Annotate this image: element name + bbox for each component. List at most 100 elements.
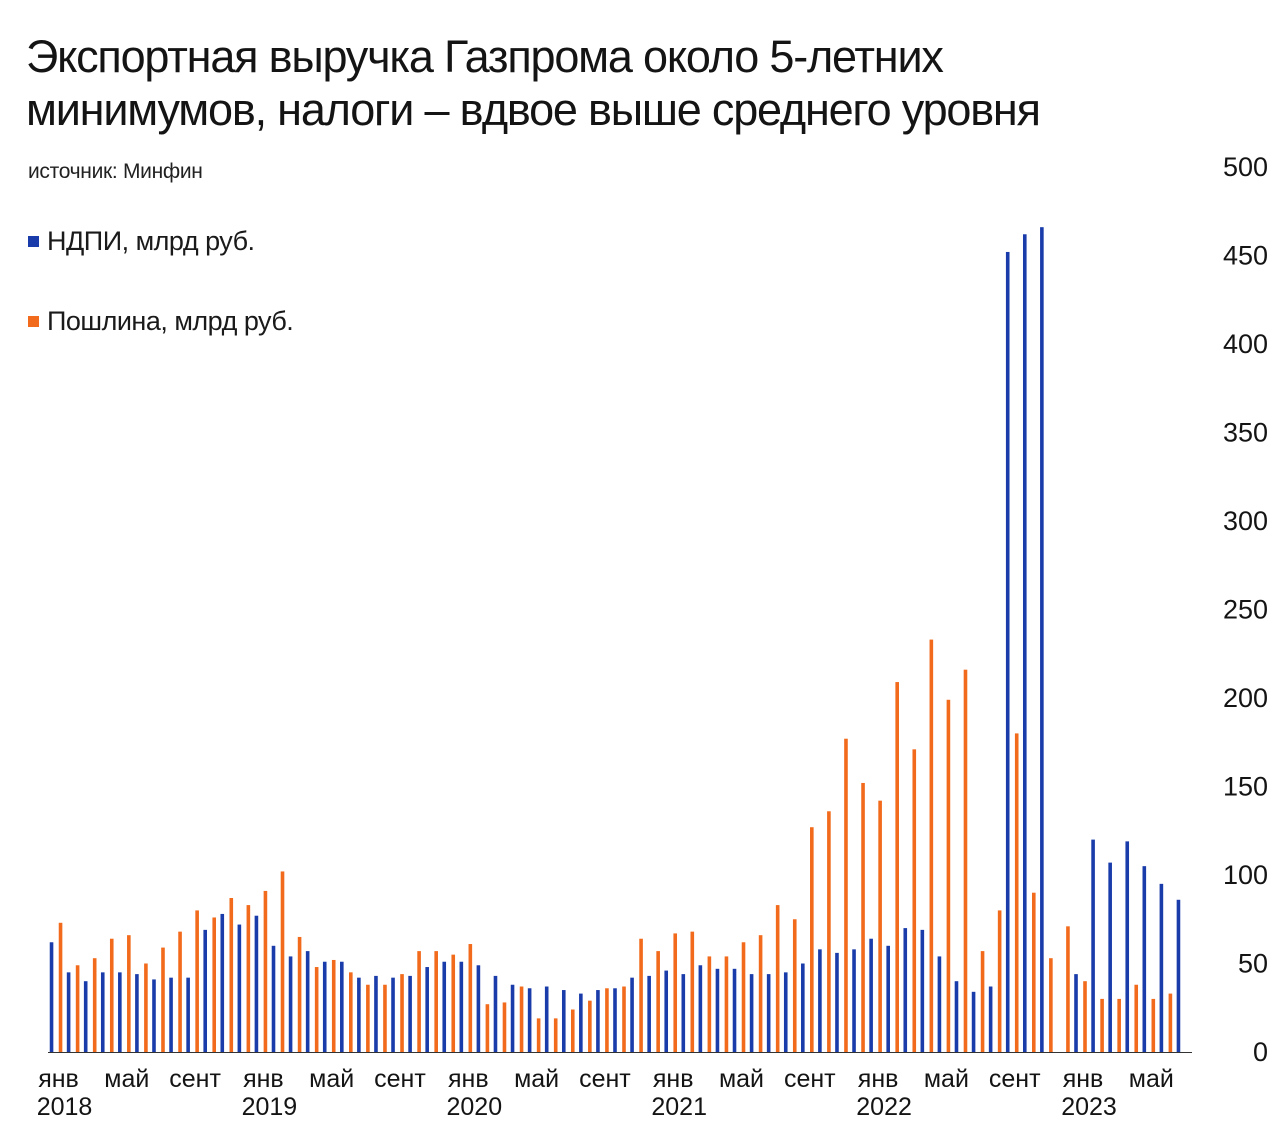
x-tick-label-year: 2022 (856, 1093, 912, 1121)
bar-duty (1168, 993, 1173, 1052)
bar-duty (1117, 998, 1121, 1052)
bar-ndpi (527, 988, 532, 1052)
bar-duty (690, 931, 695, 1052)
bar-ndpi (271, 945, 276, 1052)
bar-duty (639, 938, 643, 1052)
source-note: источник: Минфин (28, 160, 203, 183)
bar-ndpi (766, 974, 771, 1052)
bar-ndpi (1091, 839, 1095, 1052)
x-tick-label-month: янв (653, 1065, 694, 1093)
bar-duty (92, 958, 97, 1052)
bar-duty (861, 782, 865, 1052)
x-tick-label-year: 2021 (651, 1093, 707, 1121)
x-tick-label-month: сент (989, 1065, 1041, 1093)
bar-ndpi (903, 928, 908, 1052)
bar-duty (1151, 998, 1156, 1052)
bar-duty (144, 963, 148, 1052)
bar-duty (997, 910, 1002, 1052)
bar-ndpi (732, 968, 737, 1052)
bar-duty (656, 951, 660, 1052)
bar-duty (178, 931, 182, 1052)
x-tick-label-month: сент (579, 1065, 631, 1093)
x-tick-label-month: май (719, 1065, 764, 1093)
chart-title-line-1: Экспортная выручка Газпрома около 5-летн… (26, 31, 944, 82)
bar-duty (1134, 984, 1139, 1052)
bar-ndpi (459, 961, 464, 1052)
bar-ndpi (1022, 234, 1027, 1052)
bar-ndpi (988, 986, 993, 1052)
x-tick-label-month: янв (38, 1065, 79, 1093)
bar-ndpi (801, 963, 805, 1052)
bar-ndpi (186, 977, 190, 1052)
bar-duty (485, 1004, 490, 1052)
bar-ndpi (152, 979, 156, 1052)
bar-ndpi (1176, 899, 1181, 1052)
x-tick-label-month: май (924, 1065, 969, 1093)
bar-duty (673, 933, 678, 1052)
bar-duty (605, 988, 609, 1052)
bar-ndpi (288, 956, 293, 1052)
bar-ndpi (561, 990, 566, 1052)
bar-ndpi (835, 952, 839, 1052)
y-tick-label: 450 (1223, 241, 1268, 271)
bar-ndpi (357, 977, 361, 1052)
bar-ndpi (237, 924, 242, 1052)
bar-ndpi (869, 938, 873, 1052)
bar-ndpi (493, 975, 498, 1052)
x-tick-label-year: 2023 (1061, 1093, 1117, 1121)
bar-ndpi (937, 956, 942, 1052)
bar-ndpi (630, 977, 634, 1052)
y-tick-label: 200 (1223, 683, 1268, 713)
x-tick-label-month: янв (448, 1065, 489, 1093)
y-tick-label: 150 (1223, 772, 1268, 802)
x-tick-label-month: янв (243, 1065, 284, 1093)
chart-title: Экспортная выручка Газпрома около 5-летн… (26, 30, 1256, 136)
bar-ndpi (305, 951, 310, 1052)
bar-duty (536, 1018, 541, 1052)
x-tick-label-month: май (1129, 1065, 1174, 1093)
bar-ndpi (442, 961, 447, 1052)
bar-duty (1049, 958, 1053, 1052)
bar-duty (229, 898, 234, 1052)
bar-duty (212, 917, 217, 1052)
bar-ndpi (1125, 841, 1130, 1052)
bar-ndpi (340, 961, 344, 1052)
x-tick-label-year: 2019 (242, 1093, 298, 1121)
legend-swatch-duty (28, 316, 39, 327)
bar-ndpi (1040, 227, 1044, 1052)
bar-duty (963, 669, 968, 1052)
bar-ndpi (374, 975, 378, 1052)
bar-ndpi (220, 913, 225, 1052)
bar-ndpi (1074, 974, 1078, 1052)
bar-duty (314, 967, 319, 1052)
bar-duty (468, 944, 473, 1052)
bar-ndpi (544, 986, 549, 1052)
bar-duty (622, 986, 626, 1052)
bar-duty (58, 922, 63, 1052)
bar-duty (570, 1009, 575, 1052)
bar-ndpi (783, 972, 788, 1052)
bar-duty (553, 1018, 558, 1052)
y-tick-label: 500 (1223, 152, 1268, 182)
bar-duty (519, 986, 524, 1052)
x-tick-label-month: янв (1063, 1065, 1104, 1093)
bar-ndpi (425, 967, 429, 1052)
bar-duty (1014, 733, 1019, 1052)
bar-ndpi (886, 945, 890, 1052)
bar-ndpi (852, 949, 856, 1052)
bar-ndpi (715, 968, 720, 1052)
bar-ndpi (100, 972, 105, 1052)
bar-duty (827, 811, 831, 1052)
bar-duty (1100, 998, 1104, 1052)
bar-duty (451, 954, 456, 1052)
bar-ndpi (83, 981, 88, 1052)
legend-item-duty: Пошлина, млрд руб. (28, 306, 294, 337)
bar-ndpi (1005, 251, 1010, 1052)
x-tick-label-year: 2020 (446, 1093, 502, 1121)
x-tick-label-month: май (309, 1065, 354, 1093)
bar-duty (195, 910, 199, 1052)
bar-ndpi (749, 974, 754, 1052)
bar-ndpi (391, 977, 395, 1052)
bar-ndpi (698, 965, 703, 1052)
bar-ndpi (681, 974, 686, 1052)
